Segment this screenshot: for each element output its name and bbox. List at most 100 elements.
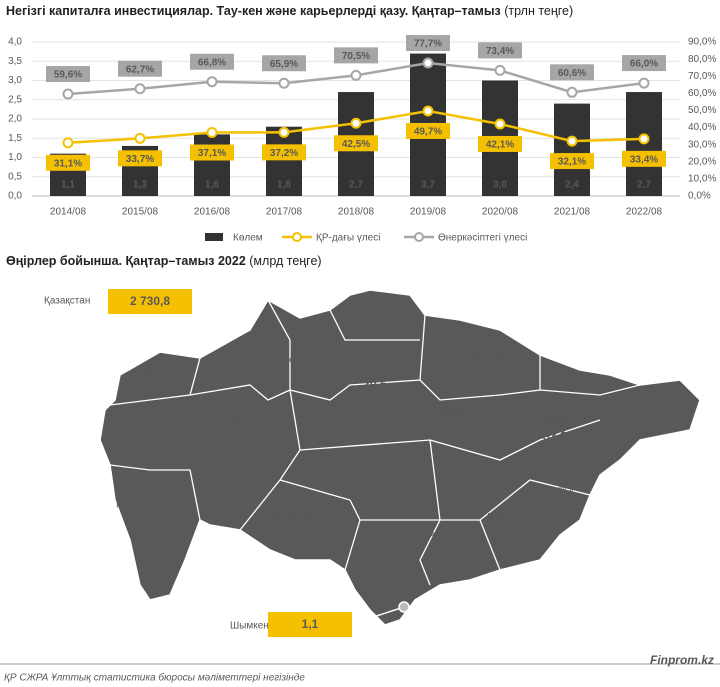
line-label: 66,8% bbox=[198, 57, 226, 68]
legend-label: Көлем bbox=[233, 233, 263, 244]
label-box bbox=[334, 135, 378, 152]
city-box bbox=[268, 612, 352, 637]
bar bbox=[266, 126, 302, 196]
bar-label: 1,8 bbox=[277, 180, 291, 191]
city-name: Шымкент қ. bbox=[230, 621, 283, 632]
marker bbox=[134, 132, 146, 144]
line-label: 37,2% bbox=[270, 148, 298, 159]
y2-tick-label: 30,0% bbox=[688, 139, 716, 150]
region-name: Жетісу bbox=[544, 485, 574, 496]
label-box bbox=[334, 47, 378, 64]
label-box bbox=[262, 55, 306, 72]
region-name: БҚО bbox=[141, 365, 160, 376]
marker bbox=[206, 127, 218, 139]
bar-label: 3,7 bbox=[421, 180, 435, 191]
y-tick-label: 0,5 bbox=[8, 171, 22, 182]
y-tick-label: 4,0 bbox=[8, 37, 22, 48]
marker bbox=[638, 133, 650, 145]
legend-label: Өнеркәсіптегі үлесі bbox=[438, 233, 527, 244]
line-label: 59,6% bbox=[54, 70, 82, 81]
region-name: Маңғыстау bbox=[116, 500, 164, 511]
y-tick-label: 1,0 bbox=[8, 152, 22, 163]
line-label: 66,0% bbox=[630, 59, 658, 70]
bar-label: 2,7 bbox=[637, 180, 651, 191]
line-label: 49,7% bbox=[414, 127, 442, 138]
line-label: 33,7% bbox=[126, 154, 154, 165]
map-title-line: Өңірлер бойынша. Қаңтар–тамыз 2022 (млрд… bbox=[6, 254, 322, 268]
region-name: Алматы bbox=[486, 512, 521, 523]
legend-label: ҚР-дағы үлесі bbox=[316, 233, 380, 244]
region-value: 55,8 bbox=[284, 525, 308, 539]
legend-swatch bbox=[205, 233, 223, 241]
region-name: Ақтөбе bbox=[212, 417, 243, 428]
region-name: Қарағанды bbox=[443, 408, 491, 419]
label-box bbox=[478, 135, 522, 152]
region-value: 335,9 bbox=[211, 431, 242, 445]
marker bbox=[278, 126, 290, 138]
label-box bbox=[478, 42, 522, 59]
region-value: 50,2 bbox=[455, 422, 479, 436]
marker bbox=[278, 77, 290, 89]
y2-tick-label: 60,0% bbox=[688, 88, 716, 99]
label-box bbox=[406, 122, 450, 139]
line-label: 32,1% bbox=[558, 157, 586, 168]
x-tick-label: 2020/08 bbox=[482, 207, 519, 218]
total-box bbox=[108, 289, 192, 314]
label-box bbox=[118, 60, 162, 77]
y-tick-label: 3,5 bbox=[8, 56, 22, 67]
region-value: 30,2 bbox=[373, 559, 397, 573]
marker bbox=[62, 137, 74, 149]
label-box bbox=[262, 144, 306, 161]
region-name: Абай bbox=[544, 415, 566, 426]
y2-tick-label: 0,0% bbox=[688, 191, 711, 202]
label-box bbox=[46, 66, 90, 83]
city-dot bbox=[398, 601, 410, 613]
region-value: 14,2 bbox=[368, 479, 392, 493]
region-value: 175,3 bbox=[135, 379, 166, 393]
region-name: Ұлытау bbox=[364, 465, 396, 476]
map: Қазақстан 2 730,8 Шымкент қ. 1,1 БҚО 175,… bbox=[44, 289, 701, 637]
region-name: Ақмола bbox=[359, 363, 393, 374]
region-value: 12,7 bbox=[436, 545, 460, 559]
y2-tick-label: 10,0% bbox=[688, 174, 716, 185]
y2-tick-label: 50,0% bbox=[688, 105, 716, 116]
y2-tick-label: 70,0% bbox=[688, 71, 716, 82]
marker bbox=[494, 64, 506, 76]
line-label: 77,7% bbox=[414, 39, 442, 50]
marker bbox=[566, 135, 578, 147]
line-label: 70,5% bbox=[342, 51, 370, 62]
y2-tick-label: 40,0% bbox=[688, 122, 716, 133]
marker bbox=[494, 118, 506, 130]
region-value: 1 610,4 bbox=[115, 439, 157, 453]
marker bbox=[422, 105, 434, 117]
region-name: ШҚО bbox=[641, 395, 663, 406]
line-label: 60,6% bbox=[558, 68, 586, 79]
bar-label: 2,4 bbox=[565, 180, 579, 191]
y-tick-label: 2,0 bbox=[8, 114, 22, 125]
region-value: 198,6 bbox=[124, 514, 155, 528]
x-tick-label: 2016/08 bbox=[194, 207, 231, 218]
line-label: 62,7% bbox=[126, 64, 154, 75]
y2-tick-label: 80,0% bbox=[688, 54, 716, 65]
label-box bbox=[550, 153, 594, 170]
region-name: Түркістан bbox=[364, 545, 406, 556]
region-name: СҚО bbox=[378, 303, 398, 314]
region-value: 20,5 bbox=[363, 377, 387, 391]
line-label: 73,4% bbox=[486, 46, 514, 57]
source: ҚР СЖРА Ұлттық статистика бюросы мәлімет… bbox=[4, 672, 305, 684]
bar-label: 2,7 bbox=[349, 180, 363, 191]
label-box bbox=[190, 144, 234, 161]
chart-title-line: Негізгі капиталға инвестициялар. Тау-кен… bbox=[6, 4, 573, 18]
marker bbox=[350, 117, 362, 129]
brand: Finprom.kz bbox=[650, 653, 714, 667]
region-value: 53,9 bbox=[543, 429, 567, 443]
marker bbox=[566, 86, 578, 98]
region-name: Қызылорда bbox=[271, 511, 322, 522]
region-value: 58,5 bbox=[292, 369, 316, 383]
label-box bbox=[46, 154, 90, 171]
chart-units: (трлн теңге) bbox=[504, 4, 573, 18]
marker bbox=[206, 76, 218, 88]
x-tick-label: 2022/08 bbox=[626, 207, 663, 218]
y-tick-label: 2,5 bbox=[8, 94, 22, 105]
